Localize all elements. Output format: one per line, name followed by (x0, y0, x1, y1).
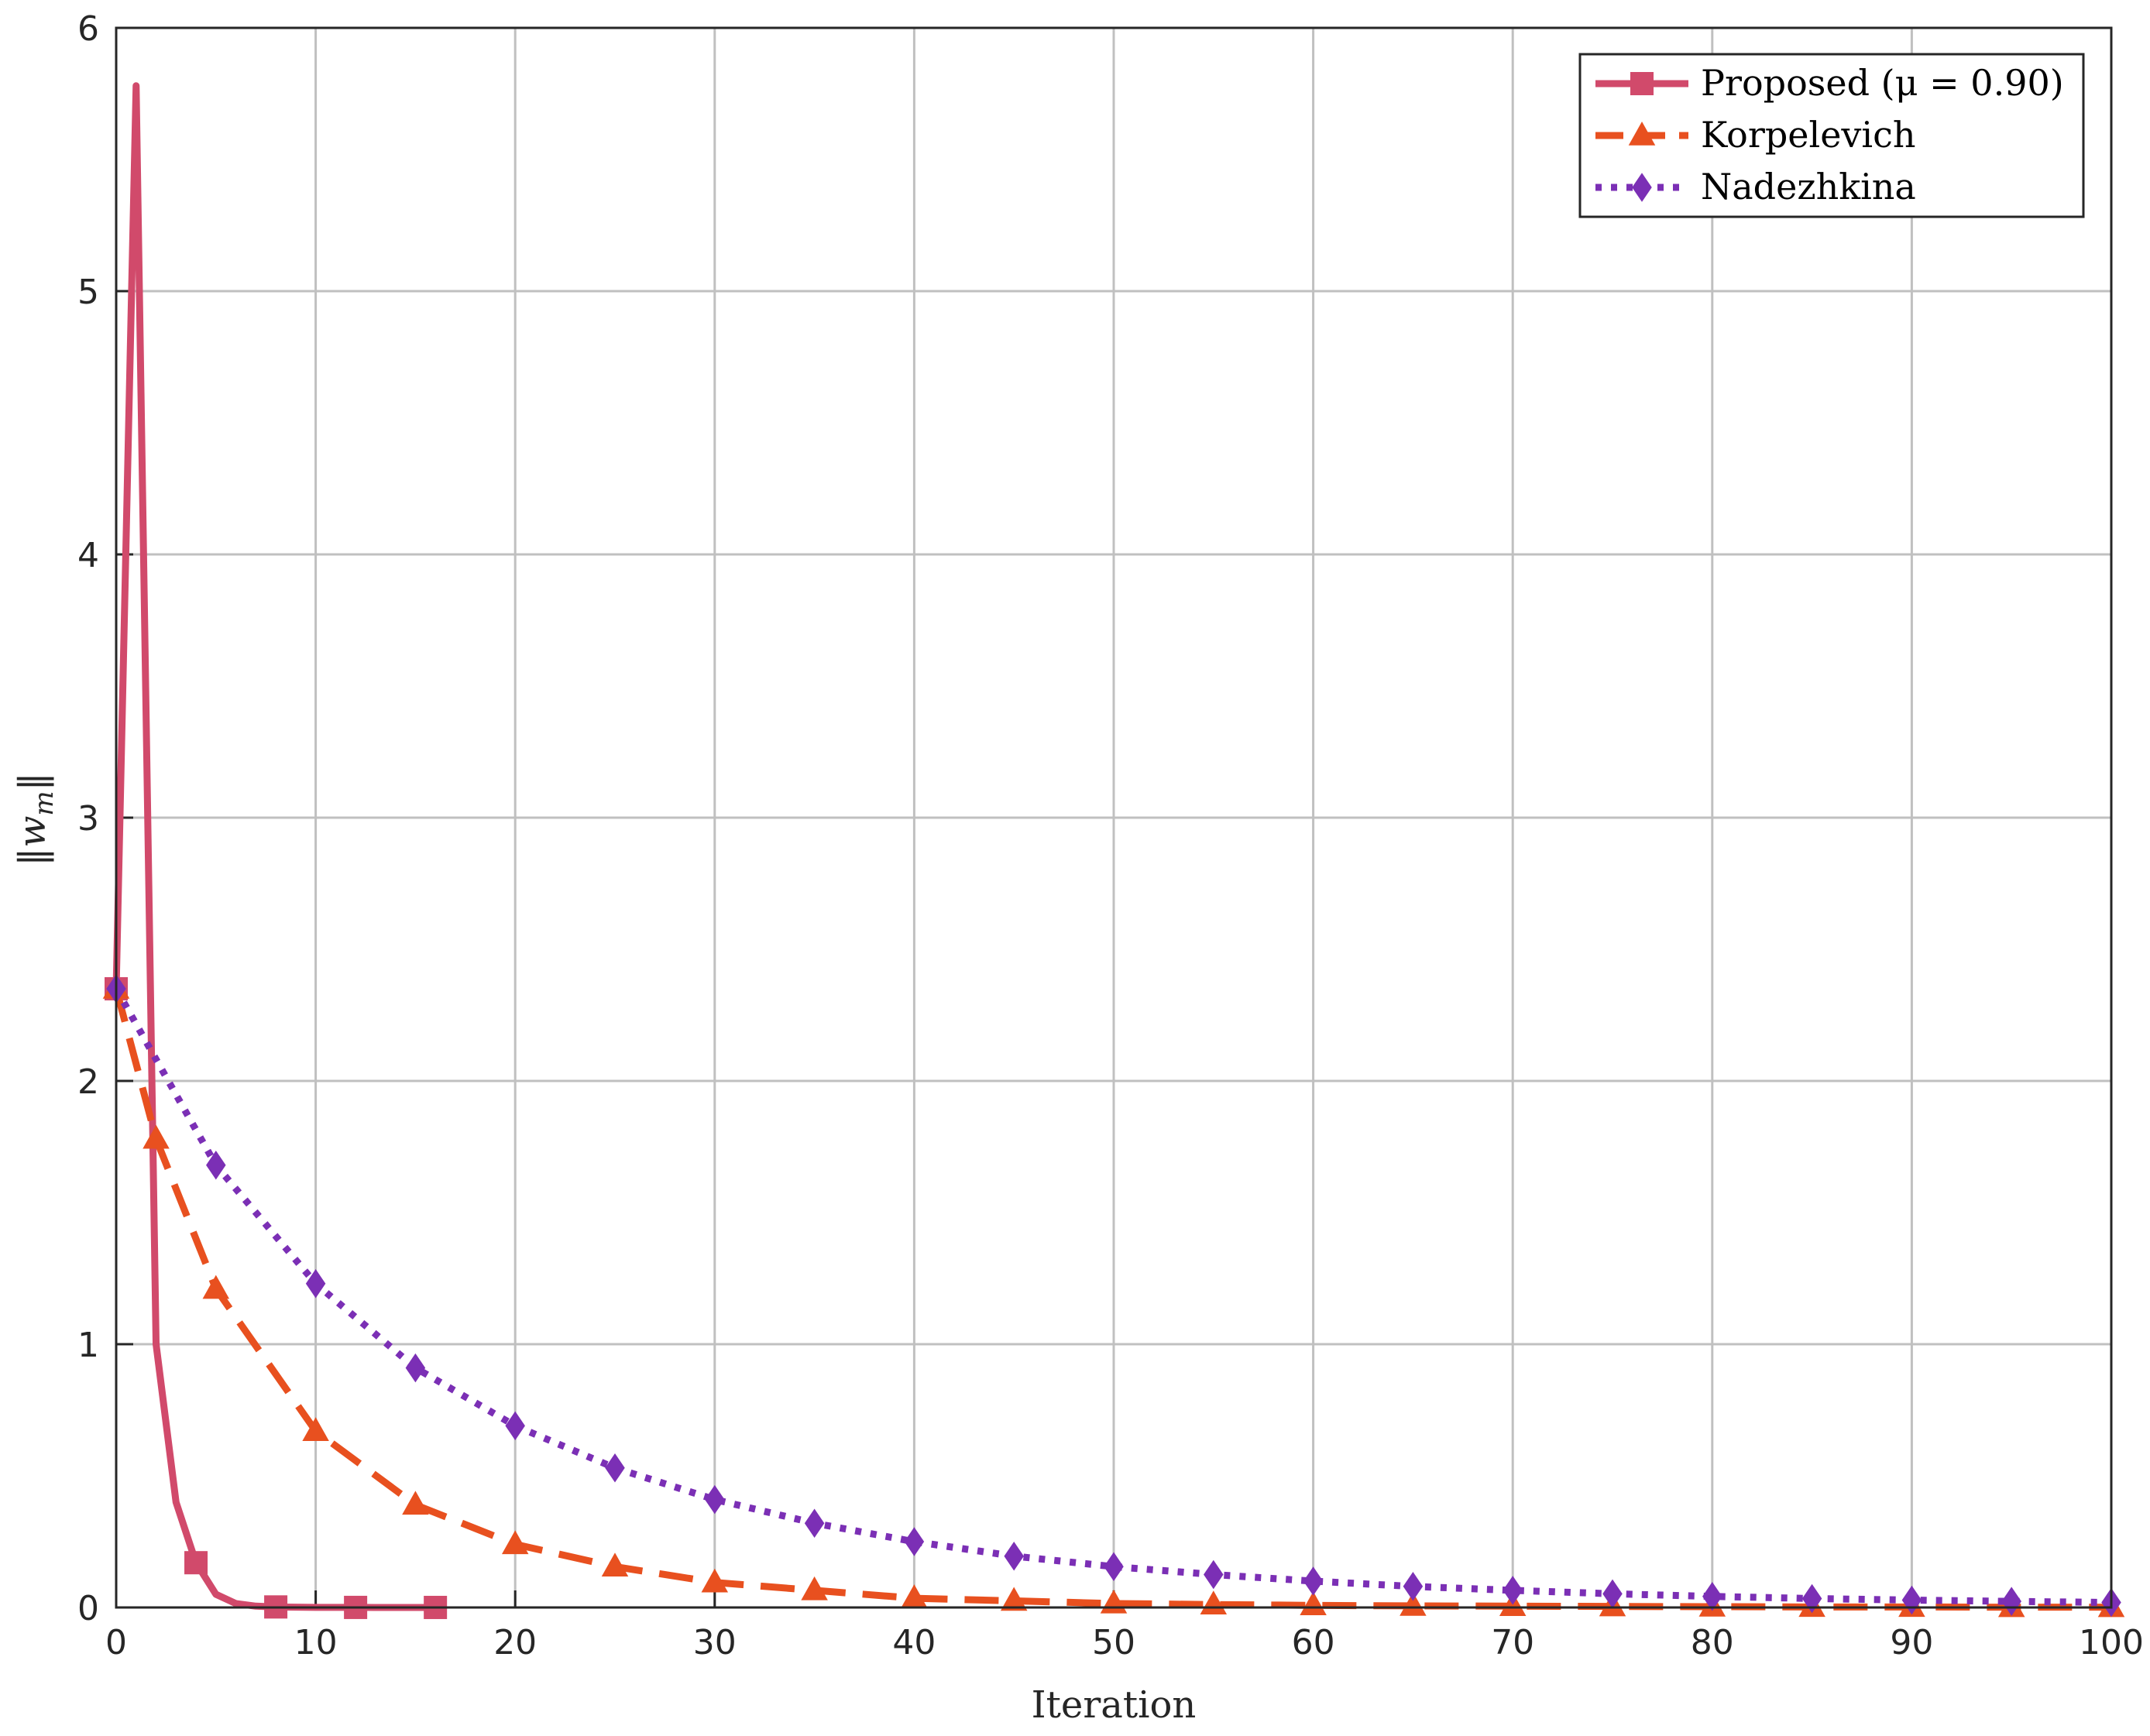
y-tick-label: 2 (77, 1062, 99, 1102)
data-point (701, 1568, 729, 1593)
data-point (405, 1353, 426, 1383)
data-point (1403, 1572, 1424, 1601)
plot-frame (115, 26, 2113, 1609)
data-point (206, 1151, 226, 1180)
data-point (601, 1552, 629, 1577)
data-point (1702, 1581, 1722, 1611)
legend-entry: Korpelevich (1595, 114, 1916, 156)
y-tick-label: 6 (77, 9, 99, 49)
svg-text:‖wm‖: ‖wm‖ (11, 772, 60, 866)
y-tick-label: 3 (77, 799, 99, 839)
legend-label: Korpelevich (1701, 114, 1916, 156)
data-point (1503, 1576, 1523, 1605)
data-point (605, 1453, 625, 1483)
data-point (1602, 1579, 1623, 1609)
data-point (1000, 1587, 1028, 1611)
legend-swatch-marker (1628, 122, 1656, 146)
y-axis-label: ‖wm‖ (11, 772, 60, 866)
data-point (1303, 1566, 1324, 1596)
data-point (505, 1411, 525, 1441)
legend-entry: Proposed (μ = 0.90) (1595, 62, 2064, 104)
legend-swatch-marker (1630, 72, 1654, 95)
x-tick-label: 60 (1292, 1623, 1335, 1662)
data-point (904, 1527, 925, 1556)
legend: Proposed (μ = 0.90) Korpelevich Nadezhkina (1578, 53, 2085, 218)
data-point (1400, 1591, 1427, 1616)
x-tick-label: 20 (493, 1623, 537, 1662)
series-nadezhkina (106, 974, 2121, 1618)
y-tick-label: 5 (77, 273, 99, 312)
data-point (1204, 1559, 1224, 1590)
data-point (143, 1124, 170, 1149)
x-axis-label: Iteration (1032, 1683, 1197, 1727)
data-point (1801, 1583, 1822, 1614)
y-tick-label: 1 (77, 1326, 99, 1365)
data-point (804, 1508, 825, 1538)
x-tick-label: 70 (1491, 1623, 1534, 1662)
data-point (705, 1484, 725, 1515)
legend-swatch-marker (1632, 173, 1652, 202)
data-point (1104, 1552, 1124, 1582)
x-tick-label: 10 (294, 1623, 338, 1662)
x-tick-label: 100 (2079, 1623, 2144, 1662)
x-tick-label: 90 (1890, 1623, 1933, 1662)
x-tick-label: 50 (1092, 1623, 1135, 1662)
data-point (2001, 1587, 2021, 1616)
x-tick-label: 80 (1691, 1623, 1734, 1662)
data-point (901, 1584, 928, 1608)
legend-label: Proposed (μ = 0.90) (1701, 62, 2064, 104)
legend-label: Nadezhkina (1701, 166, 1916, 208)
data-point (202, 1275, 230, 1299)
x-tick-label: 40 (892, 1623, 936, 1662)
data-point (302, 1417, 329, 1441)
data-point (1300, 1591, 1327, 1616)
x-tick-label: 0 (105, 1623, 127, 1662)
legend-entries: Proposed (μ = 0.90) Korpelevich Nadezhkina (1595, 62, 2064, 208)
tick-labels: 0 10 20 30 40 50 60 70 80 90 100 0 1 2 3 4 5 6 (77, 9, 2144, 1662)
legend-entry: Nadezhkina (1595, 166, 1916, 208)
data-point (402, 1491, 429, 1515)
data-point (1004, 1541, 1024, 1571)
data-point (305, 1269, 326, 1299)
data-point (501, 1530, 529, 1555)
data-point (801, 1576, 828, 1600)
y-tick-label: 4 (77, 536, 99, 575)
data-point (184, 1551, 208, 1575)
x-tick-label: 30 (693, 1623, 737, 1662)
y-tick-label: 0 (77, 1589, 99, 1628)
